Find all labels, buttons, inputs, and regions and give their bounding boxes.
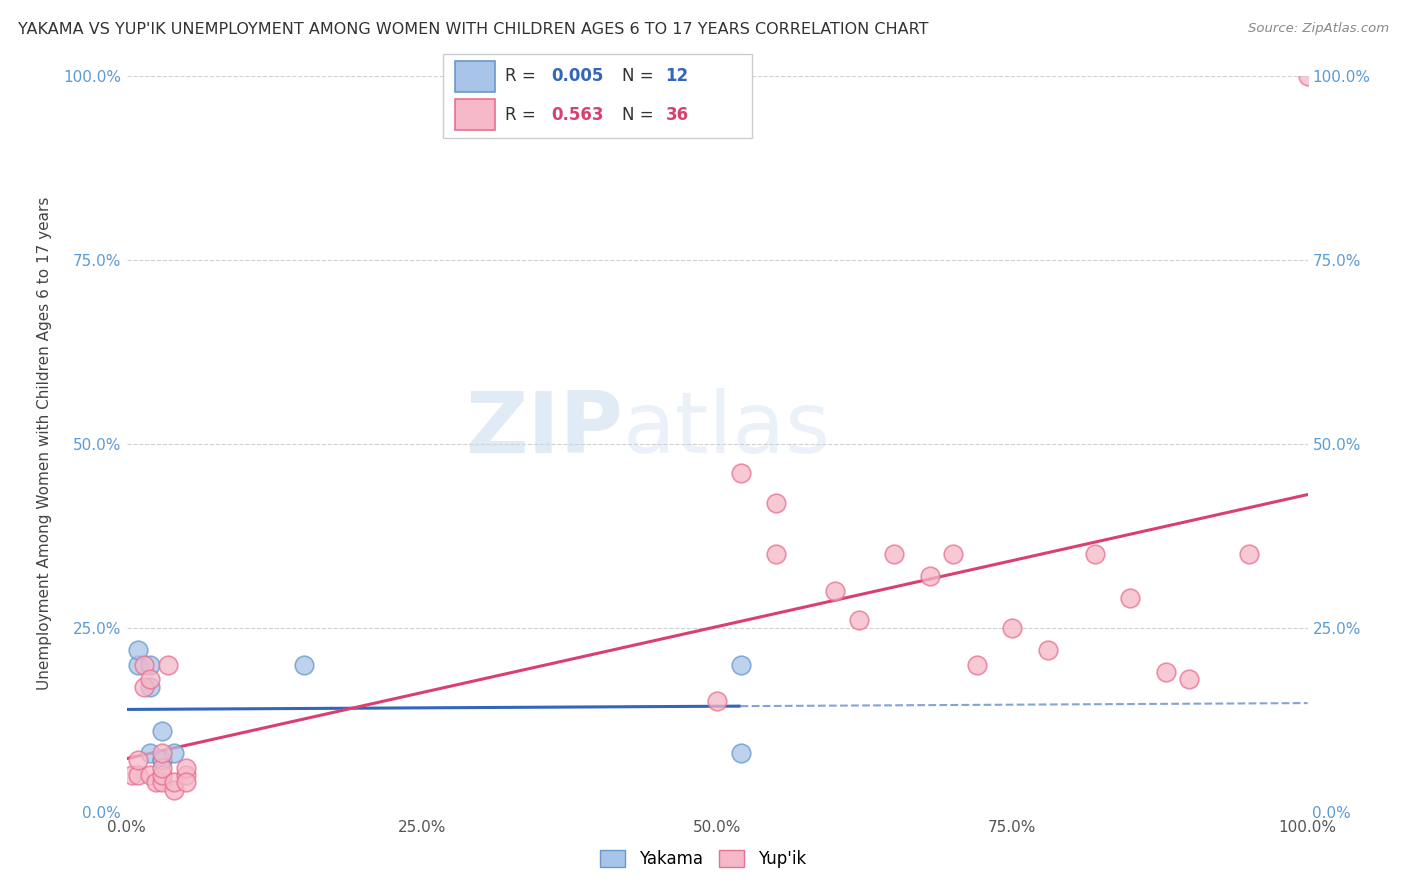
Point [150, 753, 173, 767]
Point [730, 657, 752, 672]
Point [127, 642, 149, 657]
Text: Source: ZipAtlas.com: Source: ZipAtlas.com [1249, 22, 1389, 36]
Point [150, 746, 173, 760]
Text: ZIP: ZIP [465, 387, 623, 471]
Point [730, 466, 752, 480]
Point [966, 657, 988, 672]
Text: 0.563: 0.563 [551, 105, 603, 123]
Point [150, 775, 173, 789]
Point [1154, 665, 1177, 679]
Point [174, 775, 197, 789]
Text: 36: 36 [665, 105, 689, 123]
Point [139, 746, 162, 760]
Text: atlas: atlas [623, 387, 831, 471]
Point [1178, 673, 1201, 687]
Point [1036, 642, 1059, 657]
Point [883, 547, 905, 561]
Point [292, 657, 315, 672]
Legend: Yakama, Yup'ik: Yakama, Yup'ik [593, 843, 813, 875]
Point [765, 547, 787, 561]
FancyBboxPatch shape [443, 54, 752, 138]
Point [127, 657, 149, 672]
Point [139, 673, 162, 687]
Point [942, 547, 965, 561]
Point [134, 657, 156, 672]
Point [163, 782, 186, 797]
Point [1296, 69, 1319, 83]
Point [706, 694, 728, 708]
Point [174, 760, 197, 774]
Point [918, 569, 941, 583]
Point [730, 746, 752, 760]
Point [150, 753, 173, 767]
Y-axis label: Unemployment Among Women with Children Ages 6 to 17 years: Unemployment Among Women with Children A… [37, 197, 52, 690]
Point [174, 768, 197, 782]
Point [163, 746, 186, 760]
Text: YAKAMA VS YUP'IK UNEMPLOYMENT AMONG WOMEN WITH CHILDREN AGES 6 TO 17 YEARS CORRE: YAKAMA VS YUP'IK UNEMPLOYMENT AMONG WOME… [18, 22, 929, 37]
Point [127, 753, 149, 767]
Point [824, 584, 846, 599]
Point [134, 680, 156, 694]
Point [156, 657, 179, 672]
Point [1237, 547, 1260, 561]
Text: N =: N = [623, 67, 659, 85]
Point [1119, 591, 1142, 606]
Text: R =: R = [505, 67, 541, 85]
FancyBboxPatch shape [456, 99, 495, 130]
Point [848, 614, 870, 628]
Point [1001, 621, 1024, 635]
Point [139, 680, 162, 694]
Text: 12: 12 [665, 67, 689, 85]
Point [150, 760, 173, 774]
Point [145, 775, 167, 789]
Point [139, 768, 162, 782]
Point [127, 768, 149, 782]
Point [139, 657, 162, 672]
Point [1084, 547, 1107, 561]
Point [150, 768, 173, 782]
Text: N =: N = [623, 105, 659, 123]
FancyBboxPatch shape [456, 62, 495, 92]
Point [163, 775, 186, 789]
Point [765, 496, 787, 510]
Text: R =: R = [505, 105, 541, 123]
Point [150, 723, 173, 738]
Point [121, 768, 143, 782]
Text: 0.005: 0.005 [551, 67, 603, 85]
